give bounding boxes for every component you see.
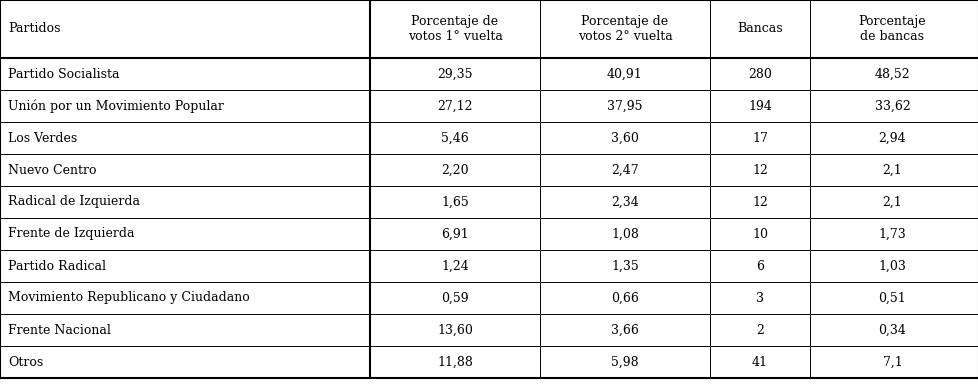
- Text: 2,47: 2,47: [610, 164, 639, 177]
- Text: 1,03: 1,03: [877, 260, 906, 273]
- Text: 1,73: 1,73: [877, 227, 906, 240]
- Text: 1,08: 1,08: [610, 227, 639, 240]
- Text: 33,62: 33,62: [873, 99, 910, 113]
- Text: 1,24: 1,24: [441, 260, 468, 273]
- Text: Los Verdes: Los Verdes: [8, 131, 77, 144]
- Text: 2: 2: [755, 323, 763, 336]
- Text: 2,34: 2,34: [610, 195, 639, 209]
- Text: Porcentaje de
votos 1° vuelta: Porcentaje de votos 1° vuelta: [407, 15, 502, 43]
- Text: 7,1: 7,1: [882, 356, 902, 369]
- Text: 5,98: 5,98: [610, 356, 639, 369]
- Text: 12: 12: [751, 195, 767, 209]
- Text: 0,34: 0,34: [877, 323, 906, 336]
- Text: 6: 6: [755, 260, 763, 273]
- Text: 11,88: 11,88: [436, 356, 472, 369]
- Text: 2,1: 2,1: [882, 164, 902, 177]
- Text: Partidos: Partidos: [8, 23, 61, 35]
- Text: 6,91: 6,91: [441, 227, 468, 240]
- Text: 1,65: 1,65: [441, 195, 468, 209]
- Text: 3: 3: [755, 291, 763, 305]
- Text: Bancas: Bancas: [736, 23, 782, 35]
- Text: 40,91: 40,91: [606, 68, 643, 81]
- Text: Frente de Izquierda: Frente de Izquierda: [8, 227, 134, 240]
- Text: 3,66: 3,66: [610, 323, 639, 336]
- Text: 12: 12: [751, 164, 767, 177]
- Text: 5,46: 5,46: [441, 131, 468, 144]
- Text: 17: 17: [751, 131, 767, 144]
- Text: Unión por un Movimiento Popular: Unión por un Movimiento Popular: [8, 99, 224, 113]
- Text: Nuevo Centro: Nuevo Centro: [8, 164, 97, 177]
- Text: Partido Radical: Partido Radical: [8, 260, 106, 273]
- Text: 2,1: 2,1: [882, 195, 902, 209]
- Text: 0,51: 0,51: [877, 291, 906, 305]
- Text: Partido Socialista: Partido Socialista: [8, 68, 119, 81]
- Text: Otros: Otros: [8, 356, 43, 369]
- Text: Radical de Izquierda: Radical de Izquierda: [8, 195, 140, 209]
- Text: 13,60: 13,60: [436, 323, 472, 336]
- Text: 10: 10: [751, 227, 767, 240]
- Text: 0,66: 0,66: [610, 291, 639, 305]
- Text: 2,94: 2,94: [878, 131, 906, 144]
- Text: 0,59: 0,59: [441, 291, 468, 305]
- Text: 280: 280: [747, 68, 771, 81]
- Text: Frente Nacional: Frente Nacional: [8, 323, 111, 336]
- Text: 27,12: 27,12: [437, 99, 472, 113]
- Text: 48,52: 48,52: [873, 68, 910, 81]
- Text: 2,20: 2,20: [441, 164, 468, 177]
- Text: 37,95: 37,95: [606, 99, 643, 113]
- Text: 3,60: 3,60: [610, 131, 639, 144]
- Text: 194: 194: [747, 99, 771, 113]
- Text: 1,35: 1,35: [610, 260, 639, 273]
- Text: Porcentaje de
votos 2° vuelta: Porcentaje de votos 2° vuelta: [577, 15, 672, 43]
- Text: Porcentaje
de bancas: Porcentaje de bancas: [858, 15, 925, 43]
- Text: 41: 41: [751, 356, 767, 369]
- Text: 29,35: 29,35: [437, 68, 472, 81]
- Text: Movimiento Republicano y Ciudadano: Movimiento Republicano y Ciudadano: [8, 291, 249, 305]
